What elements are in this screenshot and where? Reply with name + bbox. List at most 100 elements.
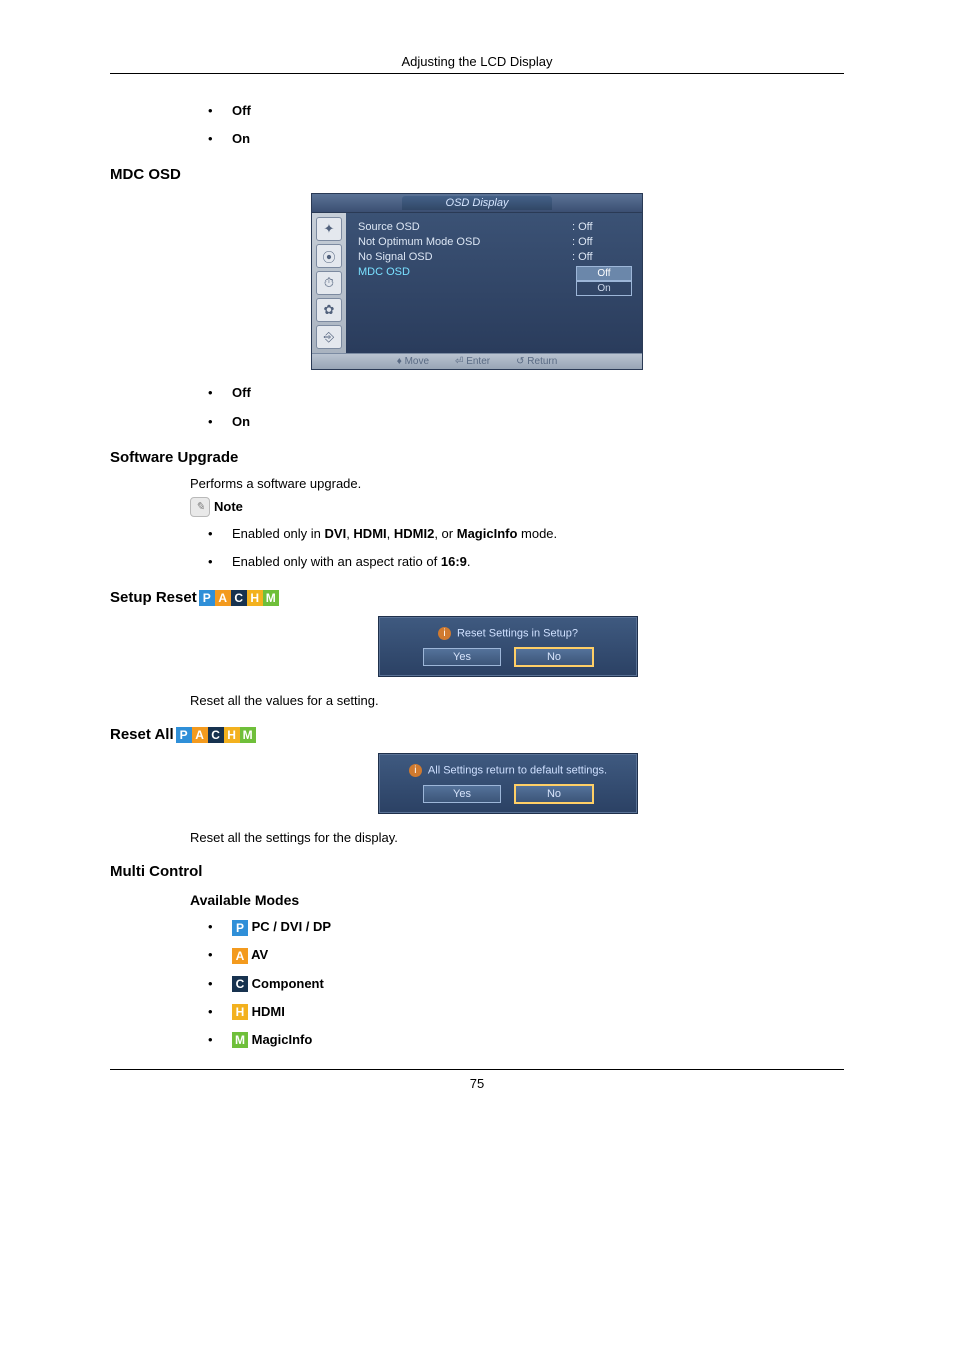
page-number: 75: [470, 1076, 484, 1091]
mode-label: Component: [248, 976, 324, 991]
osd-side-icon: ⎆: [316, 325, 342, 349]
mode-badge-m-icon: M: [232, 1032, 248, 1048]
mode-badge-p-icon: P: [232, 920, 248, 936]
osd-main-panel: Source OSD : Off Not Optimum Mode OSD : …: [346, 213, 642, 353]
option-label: Off: [232, 385, 251, 400]
section-heading-reset-all: Reset All PACHM: [110, 726, 844, 743]
osd-side-icon: ⏱: [316, 271, 342, 295]
setup-reset-desc: Reset all the values for a setting.: [190, 693, 844, 708]
mode-badge-a-icon: A: [215, 590, 231, 606]
section-heading-mdc-osd: MDC OSD: [110, 166, 844, 183]
note-text: , or: [434, 526, 456, 541]
osd-footer-enter: ⏎ Enter: [455, 356, 490, 367]
mode-badge-a-icon: A: [192, 727, 208, 743]
osd-row: Not Optimum Mode OSD : Off: [358, 236, 632, 248]
section-heading-multi-control: Multi Control: [110, 863, 844, 880]
osd-row-label: Source OSD: [358, 221, 572, 233]
osd-icon-column: ✦ ⦿ ⏱ ✿ ⎆: [312, 213, 346, 353]
mode-badge-c-icon: C: [232, 976, 248, 992]
note-text: Enabled only with an aspect ratio of: [232, 554, 441, 569]
mode-badge-a-icon: A: [232, 948, 248, 964]
list-item: P PC / DVI / DP: [208, 918, 844, 936]
osd-select-dropdown: Off On: [576, 266, 632, 296]
setup-reset-heading-text: Setup Reset: [110, 589, 197, 606]
osd-row-value: : Off: [572, 251, 632, 263]
osd-menu-screenshot: OSD Display ✦ ⦿ ⏱ ✿ ⎆ Source OSD : Off N…: [311, 193, 643, 370]
note-row: ✎ Note: [190, 497, 844, 517]
note-label: Note: [214, 499, 243, 514]
osd-footer: ♦ Move ⏎ Enter ↺ Return: [312, 353, 642, 369]
mdc-options-list: Off On: [190, 384, 844, 430]
confirm-question-row: i All Settings return to default settings…: [389, 764, 627, 777]
info-icon: i: [409, 764, 422, 777]
list-item: A AV: [208, 946, 844, 964]
osd-side-icon: ✿: [316, 298, 342, 322]
mode-badge-h-icon: H: [224, 727, 240, 743]
option-label: On: [232, 131, 250, 146]
note-bold: HDMI: [353, 526, 386, 541]
osd-title-text: OSD Display: [402, 196, 553, 210]
mode-badge-m-icon: M: [263, 590, 279, 606]
mode-badge-c-icon: C: [231, 590, 247, 606]
list-item: On: [208, 130, 844, 148]
section-heading-software-upgrade: Software Upgrade: [110, 449, 844, 466]
confirm-question: All Settings return to default settings.: [428, 765, 607, 777]
mode-badge-c-icon: C: [208, 727, 224, 743]
list-item: On: [208, 413, 844, 431]
osd-side-icon: ✦: [316, 217, 342, 241]
osd-row-value: : Off: [572, 221, 632, 233]
note-icon: ✎: [190, 497, 210, 517]
mode-label: PC / DVI / DP: [248, 919, 331, 934]
confirm-question: Reset Settings in Setup?: [457, 628, 578, 640]
osd-footer-return: ↺ Return: [516, 356, 557, 367]
note-text: .: [467, 554, 471, 569]
mode-label: MagicInfo: [248, 1032, 312, 1047]
software-upgrade-desc: Performs a software upgrade.: [190, 476, 844, 491]
note-text: ,: [387, 526, 394, 541]
header-title: Adjusting the LCD Display: [401, 54, 552, 69]
mode-badge-p-icon: P: [176, 727, 192, 743]
page-header: Adjusting the LCD Display: [110, 54, 844, 74]
mode-badge-strip: PACHM: [199, 590, 279, 606]
top-options-list: Off On: [190, 102, 844, 148]
info-icon: i: [438, 627, 451, 640]
page-footer: 75: [110, 1069, 844, 1091]
note-list: Enabled only in DVI, HDMI, HDMI2, or Mag…: [190, 525, 844, 571]
available-modes-list: P PC / DVI / DP A AV C Component H HDMI …: [190, 918, 844, 1049]
option-label: Off: [232, 103, 251, 118]
section-heading-setup-reset: Setup Reset PACHM: [110, 589, 844, 606]
osd-footer-move: ♦ Move: [397, 356, 429, 367]
list-item: C Component: [208, 975, 844, 993]
list-item: M MagicInfo: [208, 1031, 844, 1049]
mode-label: HDMI: [248, 1004, 285, 1019]
mode-badge-strip: PACHM: [176, 727, 256, 743]
confirm-yes-button: Yes: [423, 648, 501, 666]
mode-label: AV: [248, 947, 268, 962]
osd-option: On: [576, 281, 632, 296]
mode-badge-m-icon: M: [240, 727, 256, 743]
sub-heading-available-modes: Available Modes: [190, 892, 844, 908]
osd-row: No Signal OSD : Off: [358, 251, 632, 263]
note-bold: DVI: [325, 526, 347, 541]
note-bold: HDMI2: [394, 526, 434, 541]
note-bold: MagicInfo: [457, 526, 518, 541]
mode-badge-h-icon: H: [247, 590, 263, 606]
note-bold: 16:9: [441, 554, 467, 569]
osd-option: Off: [576, 266, 632, 281]
list-item: Enabled only in DVI, HDMI, HDMI2, or Mag…: [208, 525, 844, 543]
list-item: Off: [208, 102, 844, 120]
option-label: On: [232, 414, 250, 429]
reset-all-heading-text: Reset All: [110, 726, 174, 743]
osd-title-bar: OSD Display: [312, 194, 642, 213]
mode-badge-h-icon: H: [232, 1004, 248, 1020]
setup-reset-dialog: iReset Settings in Setup? Yes No: [378, 616, 638, 677]
osd-row-value: : Off: [572, 236, 632, 248]
note-text: Enabled only in: [232, 526, 325, 541]
confirm-yes-button: Yes: [423, 785, 501, 803]
list-item: H HDMI: [208, 1003, 844, 1021]
list-item: Off: [208, 384, 844, 402]
confirm-no-button: No: [515, 785, 593, 803]
osd-row-label: Not Optimum Mode OSD: [358, 236, 572, 248]
reset-all-desc: Reset all the settings for the display.: [190, 830, 844, 845]
note-text: mode.: [517, 526, 557, 541]
